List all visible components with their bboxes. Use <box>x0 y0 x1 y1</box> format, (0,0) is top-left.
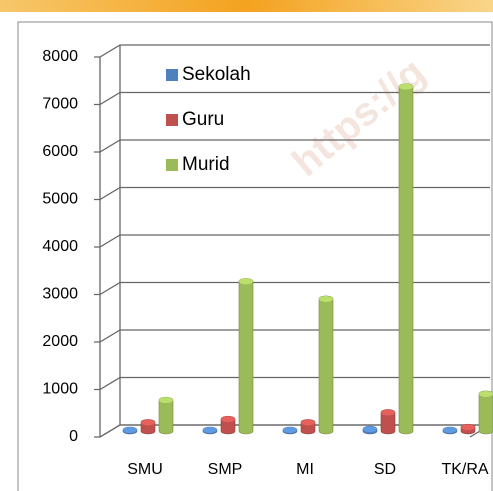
legend-swatch <box>166 159 178 171</box>
bar-cap <box>221 416 235 423</box>
bar <box>478 390 493 435</box>
grid-line <box>94 234 490 248</box>
bar-cap <box>239 278 253 285</box>
y-tick-label: 0 <box>69 428 78 445</box>
bar-cap <box>319 295 333 302</box>
x-tick-label: SD <box>374 461 396 478</box>
bar-cap <box>141 419 155 426</box>
y-tick-label: 8000 <box>42 48 78 65</box>
grid-line <box>94 91 490 106</box>
grid-line <box>94 329 490 343</box>
legend-label: Murid <box>182 154 230 175</box>
bar-cap <box>381 409 395 416</box>
y-tick-label: 4000 <box>42 238 78 255</box>
y-tick-label: 1000 <box>42 381 78 398</box>
bar-cap <box>123 427 137 434</box>
bar-cap <box>363 426 377 433</box>
y-tick-label: 6000 <box>42 143 78 160</box>
grid-line <box>94 376 490 391</box>
y-tick-label: 7000 <box>42 96 78 113</box>
top-band <box>0 0 493 12</box>
grid-line <box>94 186 490 201</box>
legend-label: Sekolah <box>182 64 251 85</box>
grid-line <box>94 281 490 296</box>
y-tick-label: 3000 <box>42 286 78 303</box>
bar-cap <box>461 424 475 431</box>
bar-cap <box>203 427 217 434</box>
bar <box>238 278 254 435</box>
y-tick-label: 2000 <box>42 333 78 350</box>
bar <box>318 295 334 435</box>
legend-label: Guru <box>182 109 224 130</box>
x-tick-label: SMU <box>127 461 163 478</box>
plot: 0 1000 2000 3000 4000 5000 6000 7000 8000 SMU SMP M… <box>42 44 493 478</box>
x-tick-label: SMP <box>208 461 243 478</box>
x-tick-label: MI <box>296 461 314 478</box>
bar-cap <box>443 427 457 434</box>
bar-cap <box>301 419 315 426</box>
bar-cap <box>399 83 413 90</box>
grid-line <box>94 44 490 58</box>
x-tick-label: TK/RA <box>441 461 488 478</box>
bar-cap <box>283 427 297 434</box>
legend-swatch <box>166 69 178 81</box>
y-tick-label: 5000 <box>42 191 78 208</box>
legend-swatch <box>166 114 178 126</box>
bar-cap <box>159 397 173 404</box>
bar <box>398 83 414 435</box>
bar-cap <box>479 390 493 397</box>
grid-line <box>94 139 490 153</box>
